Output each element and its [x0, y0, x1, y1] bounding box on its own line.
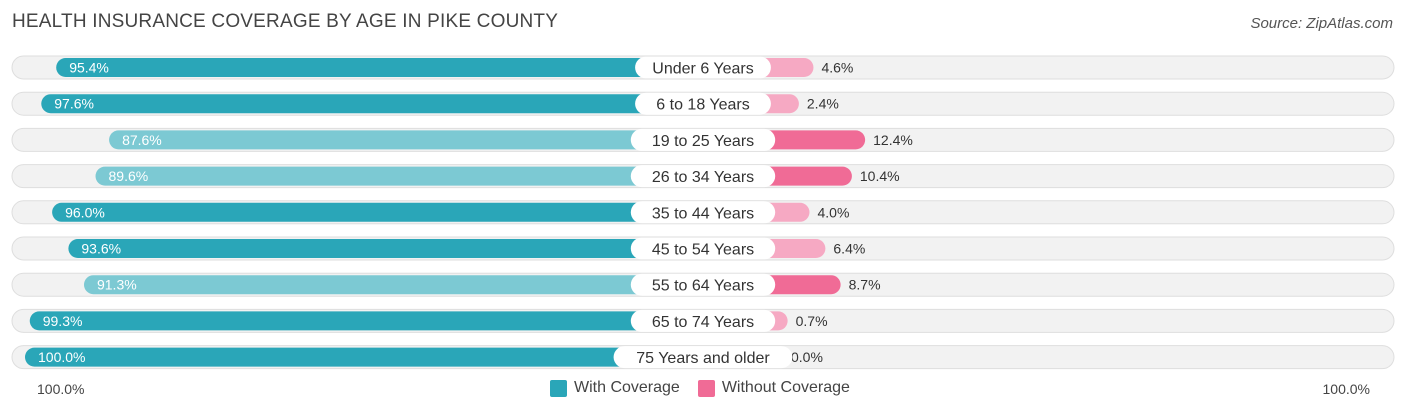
category-label: 65 to 74 Years: [652, 314, 754, 331]
value-label-without-coverage: 4.6%: [821, 60, 853, 76]
value-label-without-coverage: 12.4%: [873, 132, 913, 148]
bar-row: 99.3% 0.7% 65 to 74 Years: [11, 308, 1395, 333]
value-label-with-coverage: 91.3%: [97, 277, 137, 293]
value-label-with-coverage: 93.6%: [81, 241, 121, 257]
category-label: 35 to 44 Years: [652, 205, 754, 222]
category-label: 6 to 18 Years: [656, 97, 749, 114]
bar-row: 96.0% 4.0% 35 to 44 Years: [11, 200, 1395, 225]
category-pill: [630, 201, 776, 224]
bar-row: 100.0% 0.0% 75 Years and older: [11, 345, 1395, 370]
category-pill: [630, 309, 776, 332]
category-label: 26 to 34 Years: [652, 169, 754, 186]
value-label-without-coverage: 6.4%: [833, 241, 865, 257]
bar-with-coverage: [52, 202, 704, 222]
category-pill: [635, 92, 771, 115]
category-pill: [630, 237, 776, 260]
value-label-with-coverage: 96.0%: [65, 204, 105, 220]
bar-with-coverage: [83, 275, 703, 295]
bar-row: 93.6% 6.4% 45 to 54 Years: [11, 236, 1395, 261]
bar-row: 97.6% 2.4% 6 to 18 Years: [11, 91, 1395, 116]
bar-row: 89.6% 10.4% 26 to 34 Years: [11, 164, 1395, 189]
axis-left-label: 100.0%: [37, 381, 85, 397]
legend-label-with-coverage: With Coverage: [574, 379, 680, 396]
legend-item-with-coverage: With Coverage: [550, 379, 680, 397]
value-label-with-coverage: 99.3%: [43, 313, 83, 329]
value-label-without-coverage: 0.7%: [796, 313, 828, 329]
legend-item-without-coverage: Without Coverage: [697, 379, 850, 397]
value-label-with-coverage: 87.6%: [122, 132, 162, 148]
category-label: 75 Years and older: [636, 350, 770, 367]
bar-row: 91.3% 8.7% 55 to 64 Years: [11, 272, 1395, 297]
value-label-with-coverage: 97.6%: [54, 96, 94, 112]
bar-row: 95.4% 4.6% Under 6 Years: [11, 55, 1395, 80]
category-pill: [613, 346, 793, 369]
category-pill: [630, 273, 776, 296]
legend-label-without-coverage: Without Coverage: [721, 379, 850, 396]
category-pill: [635, 56, 771, 79]
legend-swatch-with-coverage: [550, 379, 567, 397]
bar-with-coverage: [29, 311, 704, 331]
category-label: 45 to 54 Years: [652, 242, 754, 259]
bar-with-coverage: [41, 94, 704, 114]
category-label: 55 to 64 Years: [652, 278, 754, 295]
category-pill: [630, 128, 776, 151]
source-credit: Source: ZipAtlas.com: [1250, 15, 1393, 32]
category-label: 19 to 25 Years: [652, 133, 754, 150]
bar-with-coverage: [109, 130, 703, 150]
value-label-with-coverage: 100.0%: [38, 349, 85, 365]
bar-with-coverage: [25, 347, 703, 367]
value-label-without-coverage: 10.4%: [860, 168, 900, 184]
value-label-without-coverage: 0.0%: [791, 349, 823, 365]
legend-swatch-without-coverage: [697, 379, 715, 397]
axis-right-label: 100.0%: [1322, 381, 1370, 397]
category-pill: [630, 165, 776, 188]
legend: With Coverage Without Coverage: [550, 379, 868, 397]
value-label-without-coverage: 8.7%: [849, 277, 881, 293]
category-label: Under 6 Years: [652, 61, 753, 78]
value-label-with-coverage: 95.4%: [69, 60, 109, 76]
bar-row: 87.6% 12.4% 19 to 25 Years: [11, 127, 1395, 152]
bar-with-coverage: [95, 166, 703, 186]
bar-with-coverage: [68, 239, 704, 258]
value-label-without-coverage: 2.4%: [807, 96, 839, 112]
bar-with-coverage: [56, 58, 704, 77]
chart-title: HEALTH INSURANCE COVERAGE BY AGE IN PIKE…: [12, 11, 559, 32]
value-label-without-coverage: 4.0%: [817, 204, 849, 220]
value-label-with-coverage: 89.6%: [109, 168, 149, 184]
